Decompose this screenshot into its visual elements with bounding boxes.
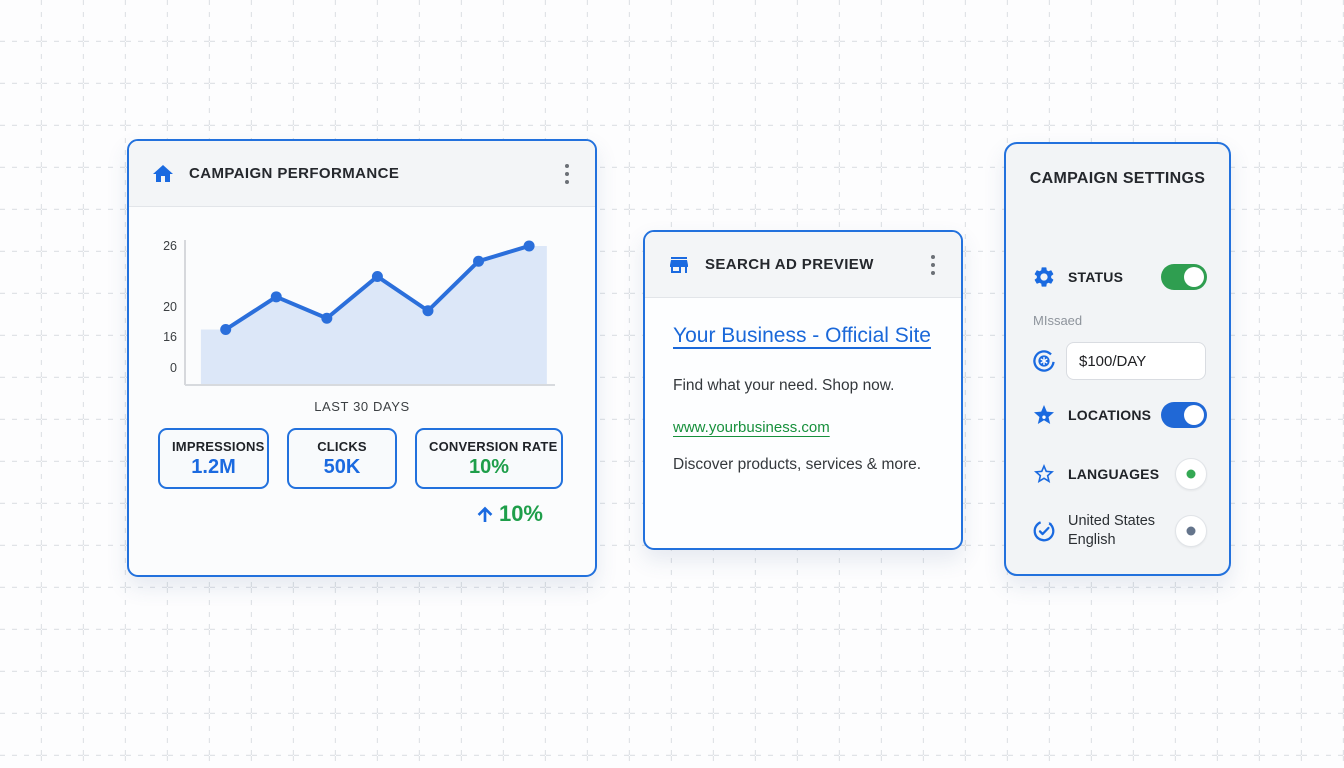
ad-preview-body: Your Business - Official Site Find what … xyxy=(645,298,961,474)
locations-label: LOCATIONS xyxy=(1068,407,1152,423)
budget-row xyxy=(1032,342,1207,380)
gear-icon xyxy=(1034,267,1054,287)
campaign-settings-card: CAMPAIGN SETTINGS STATUS MIssaed LOCATIO… xyxy=(1004,142,1231,576)
conversion-rate-value: 10% xyxy=(468,456,510,478)
daily-budget-input[interactable] xyxy=(1066,342,1206,380)
svg-text:0: 0 xyxy=(170,361,177,375)
conversion-rate-label: CONVERSION RATE xyxy=(429,439,558,454)
ad-display-url-link[interactable]: www.yourbusiness.com xyxy=(673,419,830,436)
check-circle-icon xyxy=(1033,520,1055,542)
status-toggle[interactable] xyxy=(1161,264,1207,290)
locale-language: English xyxy=(1068,532,1116,549)
star-outline-icon xyxy=(1034,464,1054,483)
ad-headline-link[interactable]: Your Business - Official Site xyxy=(673,324,931,347)
locations-row: LOCATIONS xyxy=(1032,402,1207,428)
status-label: STATUS xyxy=(1068,269,1124,285)
performance-line-chart: 26 20 16 0 xyxy=(163,239,555,386)
stats-row: IMPRESSIONS 1.2M CLICKS 50K CONVERSION R… xyxy=(158,428,563,489)
impressions-value: 1.2M xyxy=(191,456,236,478)
trend-value: 10% xyxy=(498,501,543,526)
svg-text:16: 16 xyxy=(163,330,177,344)
ad-description-1: Find what your need. Shop now. xyxy=(673,377,895,394)
kebab-menu-icon[interactable] xyxy=(927,251,939,279)
budget-note: MIssaed xyxy=(1033,313,1083,328)
performance-card-header: CAMPAIGN PERFORMANCE xyxy=(129,141,595,207)
ad-card-header: SEARCH AD PREVIEW xyxy=(645,232,961,298)
languages-label: LANGUAGES xyxy=(1068,466,1160,482)
performance-card-title: CAMPAIGN PERFORMANCE xyxy=(189,165,400,182)
conversion-rate-stat[interactable]: CONVERSION RATE 10% xyxy=(415,428,563,489)
impressions-stat[interactable]: IMPRESSIONS 1.2M xyxy=(158,428,269,489)
clicks-label: CLICKS xyxy=(317,439,367,454)
locations-toggle[interactable] xyxy=(1161,402,1207,428)
languages-row: LANGUAGES xyxy=(1032,458,1207,490)
campaign-performance-card: CAMPAIGN PERFORMANCE 26 20 16 0 LAST 30 DAY… xyxy=(127,139,597,577)
locale-text: United States English xyxy=(1068,512,1155,550)
budget-currency-icon xyxy=(1033,350,1055,372)
storefront-icon xyxy=(670,256,688,273)
clicks-stat[interactable]: CLICKS 50K xyxy=(287,428,397,489)
clicks-value: 50K xyxy=(323,456,361,478)
search-ad-preview-card: SEARCH AD PREVIEW Your Business - Offici… xyxy=(643,230,963,550)
locale-country: United States xyxy=(1068,513,1156,529)
trend-indicator: 10% xyxy=(129,501,543,527)
ad-description-2: Discover products, services & more. xyxy=(673,456,922,473)
svg-text:26: 26 xyxy=(163,239,177,253)
ad-card-title: SEARCH AD PREVIEW xyxy=(705,256,874,273)
chart-x-axis-label: LAST 30 DAYS xyxy=(314,399,410,414)
star-pin-icon xyxy=(1034,405,1054,424)
home-icon xyxy=(153,164,173,182)
status-row: STATUS xyxy=(1032,264,1207,290)
locale-row: United States English xyxy=(1032,512,1207,550)
svg-text:20: 20 xyxy=(163,300,177,314)
languages-indicator[interactable] xyxy=(1175,458,1207,490)
locale-indicator[interactable] xyxy=(1175,515,1207,548)
settings-card-title: CAMPAIGN SETTINGS xyxy=(1029,170,1206,187)
arrow-up-icon xyxy=(477,506,493,522)
kebab-menu-icon[interactable] xyxy=(561,160,573,188)
impressions-label: IMPRESSIONS xyxy=(172,439,265,454)
